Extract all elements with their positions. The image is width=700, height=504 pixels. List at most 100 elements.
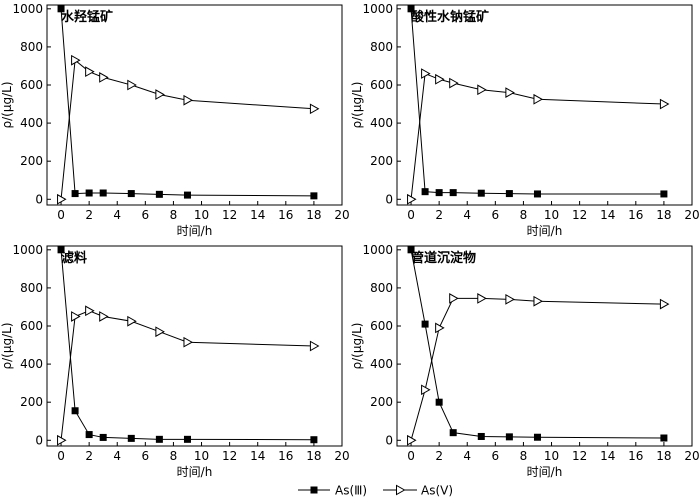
x-tick-label: 12 [222, 208, 237, 222]
y-tick-label: 200 [370, 395, 393, 409]
x-tick-label: 18 [656, 208, 671, 222]
series-as5 [57, 54, 320, 205]
data-point-as5 [99, 311, 109, 322]
legend-label-as5: As(Ⅴ) [421, 484, 453, 498]
series-line [410, 72, 664, 200]
data-point-as5 [155, 89, 165, 100]
x-tick-label: 8 [520, 449, 528, 463]
x-tick-label: 2 [85, 208, 93, 222]
series-line [60, 249, 314, 441]
y-tick-label: 0 [385, 192, 393, 206]
data-point-as3 [99, 189, 107, 197]
x-tick-label: 6 [492, 208, 500, 222]
data-point-as3 [421, 188, 429, 196]
data-point-as5 [435, 322, 445, 334]
x-tick-label: 14 [250, 208, 265, 222]
chart-panel-4: 0 2 4 6 8 10 12 14 16 18 2002004006008001000时间/hρ/… [350, 243, 700, 479]
legend: As(Ⅲ) As(Ⅴ) [298, 484, 453, 498]
data-point-as3 [477, 189, 485, 197]
data-point-as5 [407, 434, 417, 446]
x-tick-label: 18 [306, 449, 321, 463]
series-line [60, 310, 314, 441]
x-tick-label: 16 [628, 208, 643, 222]
data-point-as5 [533, 295, 543, 307]
data-point-as5 [435, 73, 445, 85]
data-point-as3 [71, 407, 79, 415]
data-point-as5 [183, 336, 193, 348]
x-tick-label: 10 [544, 449, 559, 463]
x-tick-label: 2 [85, 449, 93, 463]
x-tick-label: 12 [572, 449, 587, 463]
series-as3 [407, 246, 668, 442]
y-tick-label: 400 [20, 357, 43, 371]
data-point-as5 [421, 68, 431, 79]
x-tick-label: 8 [170, 449, 178, 463]
x-axis-label: 时间/h [527, 465, 563, 479]
data-point-as5 [85, 66, 95, 78]
data-point-as5 [659, 298, 670, 310]
x-tick-label: 6 [492, 449, 500, 463]
data-point-as3 [407, 5, 415, 13]
x-tick-label: 14 [600, 449, 615, 463]
x-tick-label: 6 [142, 208, 150, 222]
data-point-as3 [99, 433, 107, 441]
data-point-as5 [449, 77, 459, 89]
data-point-as5 [183, 94, 193, 106]
data-point-as5 [505, 293, 515, 305]
data-point-as3 [533, 433, 541, 441]
x-tick-label: 14 [250, 449, 265, 463]
x-axis-label: 时间/h [177, 465, 213, 479]
y-tick-label: 600 [370, 319, 393, 333]
y-tick-label: 0 [35, 433, 43, 447]
data-point-as3 [71, 190, 79, 198]
x-tick-label: 10 [544, 208, 559, 222]
data-point-as3 [533, 190, 541, 198]
y-axis-label: ρ/(μg/L) [350, 322, 364, 369]
x-tick-label: 10 [194, 449, 209, 463]
x-tick-label: 16 [628, 449, 643, 463]
x-tick-label: 4 [113, 449, 121, 463]
series-line [410, 297, 664, 441]
y-tick-label: 1000 [12, 243, 43, 257]
y-tick-label: 800 [20, 40, 43, 54]
legend-marker-as5 [396, 484, 406, 496]
data-point-as5 [71, 311, 81, 322]
x-tick-label: 4 [113, 208, 121, 222]
data-point-as3 [435, 189, 443, 197]
series-as3 [57, 5, 318, 200]
data-point-as5 [449, 293, 459, 304]
series-as5 [57, 305, 320, 446]
data-point-as5 [127, 315, 137, 327]
y-tick-label: 600 [370, 78, 393, 92]
panel-title: 水羟锰矿 [61, 9, 113, 25]
data-point-as3 [310, 192, 318, 200]
data-point-as5 [477, 84, 487, 96]
x-tick-label: 18 [306, 208, 321, 222]
x-tick-label: 2 [435, 449, 443, 463]
series-line [410, 249, 664, 439]
data-point-as5 [659, 98, 670, 110]
data-point-as3 [449, 189, 457, 197]
data-point-as3 [660, 434, 668, 442]
x-tick-label: 0 [57, 449, 65, 463]
plot-frame [46, 245, 343, 447]
y-tick-label: 1000 [362, 2, 393, 16]
data-point-as5 [309, 103, 320, 115]
chart-panel-1: 0 2 4 6 8 10 12 14 16 18 2002004006008001000时间/hρ/… [0, 2, 350, 238]
y-tick-label: 400 [370, 116, 393, 130]
chart-panel-3: 0 2 4 6 8 10 12 14 16 18 2002004006008001000时间/hρ/… [0, 243, 350, 479]
y-axis-label: ρ/(μg/L) [0, 322, 14, 369]
data-point-as3 [435, 398, 443, 406]
data-point-as3 [505, 433, 513, 441]
data-point-as3 [477, 432, 485, 440]
data-point-as5 [155, 326, 165, 338]
data-point-as3 [155, 435, 163, 443]
data-point-as3 [183, 435, 191, 443]
data-point-as3 [57, 246, 65, 254]
legend-marker-as3 [310, 486, 318, 494]
x-tick-label: 12 [222, 449, 237, 463]
y-tick-label: 200 [370, 154, 393, 168]
data-point-as3 [421, 320, 429, 328]
